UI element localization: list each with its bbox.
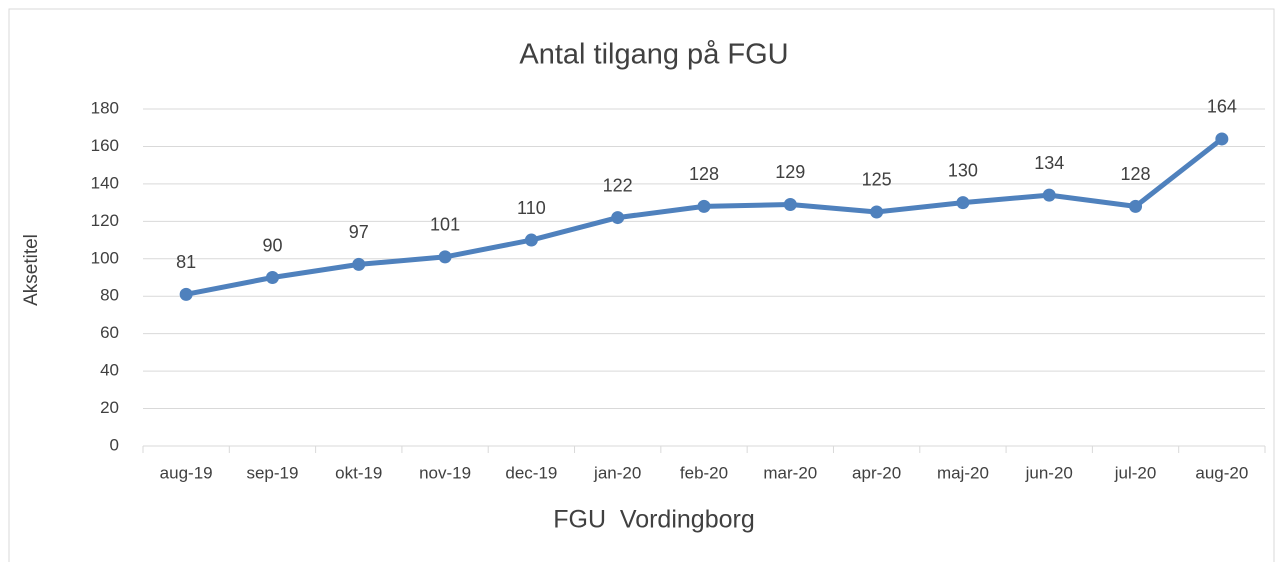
x-tick-label: aug-20 bbox=[1195, 463, 1248, 482]
y-tick-label: 20 bbox=[100, 398, 119, 417]
x-tick-label: feb-20 bbox=[680, 463, 728, 482]
data-label: 90 bbox=[262, 235, 282, 255]
data-point bbox=[1215, 132, 1229, 146]
y-tick-label: 80 bbox=[100, 286, 119, 305]
x-tick-label: jan-20 bbox=[593, 463, 641, 482]
data-label: 130 bbox=[948, 160, 978, 180]
y-tick-label: 60 bbox=[100, 323, 119, 342]
data-point bbox=[956, 196, 970, 210]
data-point bbox=[179, 287, 193, 301]
x-tick-label: maj-20 bbox=[937, 463, 989, 482]
data-label: 128 bbox=[689, 164, 719, 184]
x-tick-label: sep-19 bbox=[246, 463, 298, 482]
data-point bbox=[265, 271, 279, 284]
chart-title: Antal tilgang på FGU bbox=[519, 39, 788, 71]
data-label: 97 bbox=[349, 222, 369, 242]
data-label: 125 bbox=[862, 170, 892, 190]
data-label: 101 bbox=[430, 215, 460, 235]
data-label: 134 bbox=[1034, 153, 1064, 173]
x-tick-label: jul-20 bbox=[1114, 463, 1157, 482]
x-axis-title: FGU Vordingborg bbox=[553, 506, 755, 534]
data-point bbox=[1129, 199, 1143, 213]
data-label: 129 bbox=[775, 162, 805, 182]
y-tick-label: 100 bbox=[91, 248, 119, 267]
x-tick-label: nov-19 bbox=[419, 463, 471, 482]
data-point bbox=[783, 197, 797, 211]
x-tick-label: dec-19 bbox=[505, 463, 557, 482]
data-point bbox=[697, 199, 711, 213]
x-tick-label: jun-20 bbox=[1025, 463, 1073, 482]
y-axis-title: Aksetitel bbox=[21, 234, 42, 306]
data-label: 128 bbox=[1121, 164, 1151, 184]
data-label: 122 bbox=[603, 175, 633, 195]
data-label: 81 bbox=[176, 252, 196, 272]
y-tick-label: 140 bbox=[91, 173, 119, 192]
y-tick-label: 0 bbox=[110, 435, 119, 454]
x-tick-label: apr-20 bbox=[852, 463, 901, 482]
y-tick-label: 40 bbox=[100, 361, 119, 380]
data-point bbox=[438, 250, 452, 264]
y-tick-label: 180 bbox=[91, 98, 119, 117]
x-tick-label: okt-19 bbox=[335, 463, 382, 482]
data-point bbox=[870, 205, 884, 219]
data-point bbox=[1042, 188, 1056, 202]
data-point bbox=[352, 257, 366, 271]
data-label: 110 bbox=[517, 198, 546, 218]
x-tick-label: mar-20 bbox=[763, 463, 817, 482]
y-tick-label: 120 bbox=[91, 211, 119, 230]
x-tick-label: aug-19 bbox=[160, 463, 213, 482]
y-tick-label: 160 bbox=[91, 136, 119, 155]
data-point bbox=[611, 211, 625, 225]
data-label: 164 bbox=[1207, 97, 1237, 117]
data-point bbox=[524, 233, 538, 247]
